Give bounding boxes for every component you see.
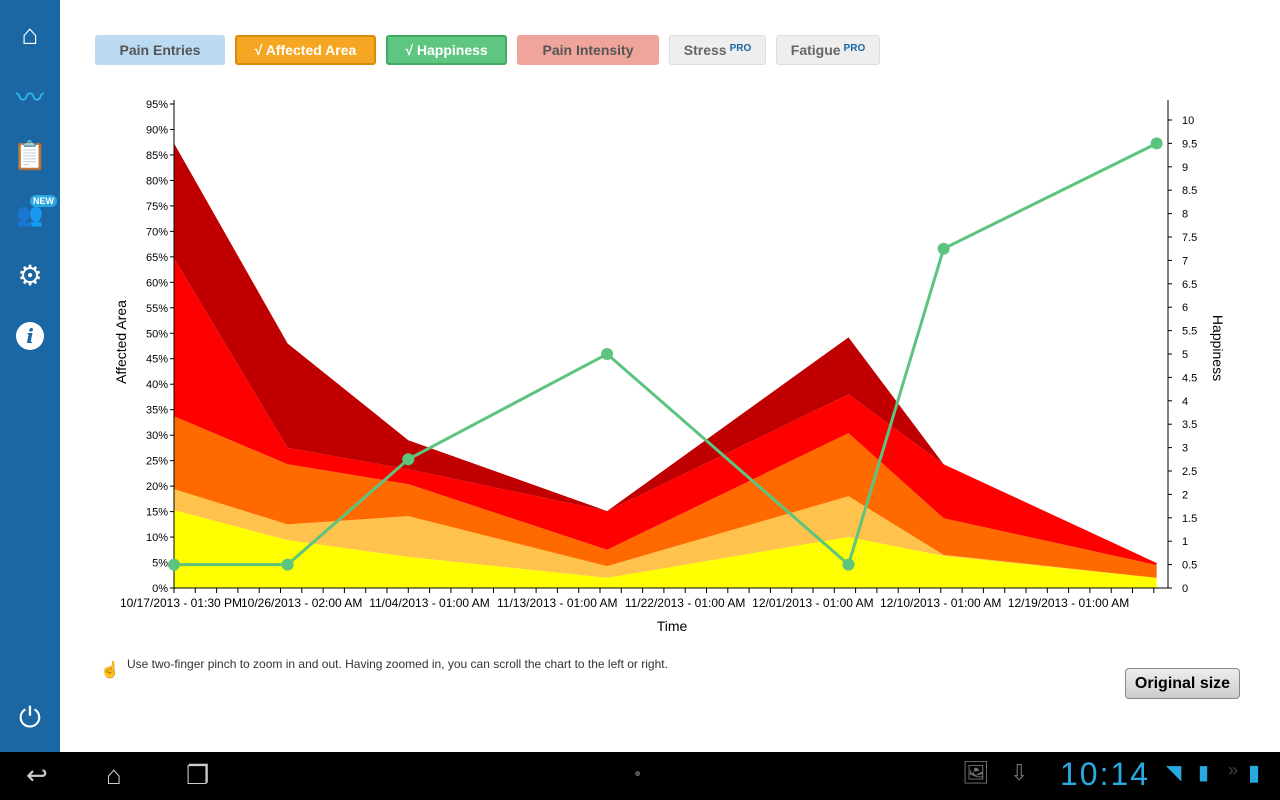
chart[interactable]: 0% 5% 10% 15% 20% 25% 30% 35% 40% 45% 50% 55% 60% 65%… (0, 0, 1280, 752)
gear-icon[interactable]: ⚙ (17, 259, 43, 291)
y-tick-label: 90% (146, 124, 168, 136)
x-tick-label: 10/26/2013 - 02:00 AM (241, 596, 362, 610)
y2-tick-label: 10 (1182, 115, 1194, 127)
y-tick-label: 85% (146, 150, 168, 162)
x-tick-label: 12/19/2013 - 01:00 AM (1008, 596, 1129, 610)
y2-tick-label: 7.5 (1182, 232, 1197, 244)
sidebar: ⌂ 〰 📋 👥 NEW ⚙ i ⏻ (0, 0, 60, 752)
gallery-icon[interactable]: 🖼 (962, 760, 990, 785)
new-badge: NEW (30, 195, 57, 207)
y-tick-label: 65% (146, 252, 168, 264)
y2-tick-label: 1 (1182, 536, 1188, 548)
y-tick-label: 5% (152, 558, 168, 570)
y-tick-label: 70% (146, 226, 168, 238)
pain-intensity-button[interactable]: Pain Intensity (517, 35, 659, 65)
system-nav-bar: ↩ ⌂ ❐ ● 🖼 ⇩ ◥ ▮ » ▮ (0, 752, 1280, 800)
pinch-gesture-icon: ☝ (100, 662, 120, 679)
original-size-button[interactable]: Original size (1125, 668, 1240, 699)
happiness-point (842, 558, 855, 571)
fatigue-label: Fatigue (790, 42, 841, 58)
y-tick-label: 55% (146, 303, 168, 315)
y2-tick-label: 3.5 (1182, 419, 1197, 431)
home-icon[interactable]: ⌂ (21, 19, 39, 50)
stress-label: Stress (683, 42, 727, 58)
x-tick-label: 11/13/2013 - 01:00 AM (497, 596, 618, 610)
hint-text: Use two-finger pinch to zoom in and out.… (127, 657, 668, 671)
chevrons-icon: » (1228, 760, 1239, 780)
y-tick-label: 0% (152, 583, 168, 595)
clipboard-icon[interactable]: 📋 (12, 139, 48, 171)
y2-tick-label: 1.5 (1182, 513, 1197, 525)
y2-tick-label: 9 (1182, 162, 1188, 174)
wifi-icon: ◥ (1166, 762, 1182, 784)
y-tick-label: 15% (146, 507, 168, 519)
y-axis-title: Affected Area (113, 300, 129, 384)
area-dark_red (174, 143, 1157, 564)
y-tick-label: 10% (146, 532, 168, 544)
happiness-point (168, 558, 180, 571)
y2-tick-label: 6 (1182, 302, 1188, 314)
y-tick-label: 25% (146, 456, 168, 468)
y2-tick-label: 9.5 (1182, 138, 1197, 150)
y2-tick-label: 7 (1182, 255, 1188, 267)
happiness-point (402, 453, 415, 466)
y-tick-label: 20% (146, 481, 168, 493)
happiness-point (281, 558, 294, 571)
y-tick-label: 30% (146, 430, 168, 442)
y2-tick-label: 4 (1182, 396, 1188, 408)
pro-badge: PRO (843, 42, 866, 54)
y-tick-label: 50% (146, 328, 168, 340)
pro-badge: PRO (729, 42, 752, 54)
dot-icon: ● (634, 766, 642, 780)
x-tick-label: 11/04/2013 - 01:00 AM (369, 596, 490, 610)
area-red (174, 258, 1157, 566)
battery-keyboard-icon: ▮ (1198, 762, 1210, 784)
y2-tick-label: 8.5 (1182, 185, 1197, 197)
happiness-point (1150, 137, 1163, 150)
area-orange (174, 416, 1157, 578)
x-axis-title: Time (657, 618, 688, 634)
y2-tick-label: 2 (1182, 489, 1188, 501)
y2-axis-title: Happiness (1210, 315, 1226, 381)
y-tick-label: 75% (146, 201, 168, 213)
battery-icon: ▮ (1248, 760, 1261, 785)
happiness-button[interactable]: √ Happiness (386, 35, 507, 65)
affected-area-button[interactable]: √ Affected Area (235, 35, 376, 65)
y2-tick-label: 5.5 (1182, 326, 1197, 338)
power-icon[interactable]: ⏻ (18, 701, 42, 733)
area-light_orange (174, 489, 1157, 578)
info-icon[interactable]: i (16, 322, 44, 350)
y2-tick-label: 5 (1182, 349, 1188, 361)
stress-button[interactable]: Stress PRO (669, 35, 766, 65)
download-icon[interactable]: ⇩ (1010, 760, 1029, 785)
y2-tick-label: 0 (1182, 583, 1188, 595)
x-tick-label: 12/01/2013 - 01:00 AM (752, 596, 873, 610)
y2-tick-label: 0.5 (1182, 560, 1197, 572)
y-tick-label: 45% (146, 354, 168, 366)
y-tick-label: 35% (146, 405, 168, 417)
x-tick-label: 12/10/2013 - 01:00 AM (880, 596, 1001, 610)
recent-apps-icon[interactable]: ❐ (186, 760, 210, 790)
y2-tick-label: 3 (1182, 443, 1188, 455)
y2-tick-label: 4.5 (1182, 372, 1197, 384)
happiness-point (937, 242, 950, 255)
x-tick-label: 10/17/2013 - 01:30 PM (120, 596, 242, 610)
pain-entries-button[interactable]: Pain Entries (95, 35, 225, 65)
y2-tick-label: 2.5 (1182, 466, 1197, 478)
home-nav-icon[interactable]: ⌂ (106, 760, 122, 790)
x-tick-label: 11/22/2013 - 01:00 AM (625, 596, 746, 610)
y2-tick-label: 6.5 (1182, 279, 1197, 291)
y2-tick-label: 8 (1182, 209, 1188, 221)
happiness-point (601, 348, 614, 360)
y-tick-label: 95% (146, 99, 168, 111)
area-yellow (174, 510, 1157, 588)
y-tick-label: 80% (146, 175, 168, 187)
y-tick-label: 60% (146, 277, 168, 289)
activity-icon[interactable]: 〰 (15, 82, 44, 113)
fatigue-button[interactable]: Fatigue PRO (776, 35, 880, 65)
back-icon[interactable]: ↩ (26, 760, 48, 790)
clock: 10:14 (1060, 756, 1151, 792)
y-tick-label: 40% (146, 379, 168, 391)
